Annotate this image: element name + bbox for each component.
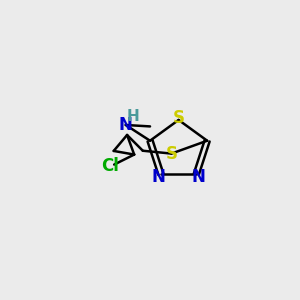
Text: N: N — [152, 168, 166, 186]
Text: N: N — [119, 116, 133, 134]
Text: H: H — [127, 109, 139, 124]
Text: S: S — [172, 109, 184, 127]
Text: Cl: Cl — [101, 157, 119, 175]
Text: N: N — [192, 168, 206, 186]
Text: S: S — [165, 145, 177, 163]
